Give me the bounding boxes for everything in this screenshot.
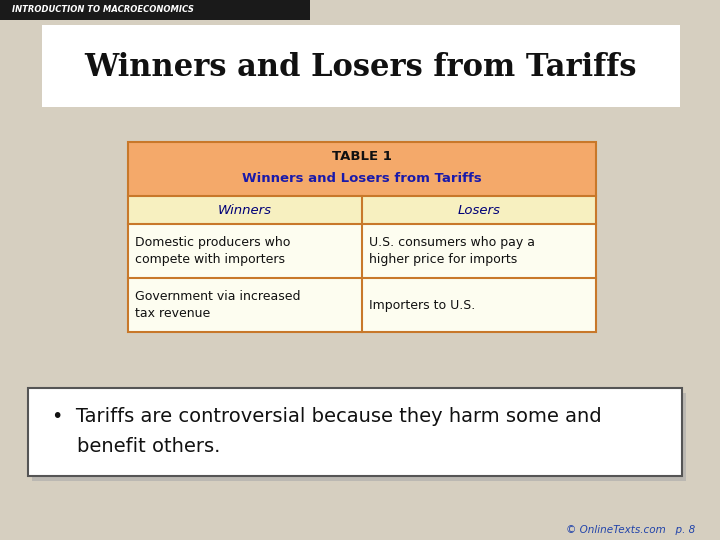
Text: Domestic producers who
compete with importers: Domestic producers who compete with impo… (135, 236, 290, 266)
Bar (42, 25, 680, 107)
Bar (128, 278, 596, 332)
Text: benefit others.: benefit others. (52, 436, 220, 456)
Text: Winners and Losers from Tariffs: Winners and Losers from Tariffs (85, 52, 637, 84)
Text: Government via increased
tax revenue: Government via increased tax revenue (135, 290, 300, 320)
Text: TABLE 1: TABLE 1 (332, 151, 392, 164)
Text: Winners: Winners (218, 204, 272, 217)
Text: Winners and Losers from Tariffs: Winners and Losers from Tariffs (242, 172, 482, 185)
Text: U.S. consumers who pay a
higher price for imports: U.S. consumers who pay a higher price fo… (369, 236, 535, 266)
Text: •  Tariffs are controversial because they harm some and: • Tariffs are controversial because they… (52, 407, 602, 426)
Text: Importers to U.S.: Importers to U.S. (369, 299, 475, 312)
Bar (0, 0, 310, 20)
Bar (128, 142, 596, 196)
Bar (28, 388, 682, 476)
Bar (32, 393, 686, 481)
Text: Losers: Losers (458, 204, 500, 217)
Text: © OnlineTexts.com   p. 8: © OnlineTexts.com p. 8 (566, 525, 695, 535)
Bar (128, 142, 596, 332)
Text: INTRODUCTION TO MACROECONOMICS: INTRODUCTION TO MACROECONOMICS (12, 5, 194, 15)
Bar (128, 196, 596, 224)
Bar (128, 224, 596, 278)
